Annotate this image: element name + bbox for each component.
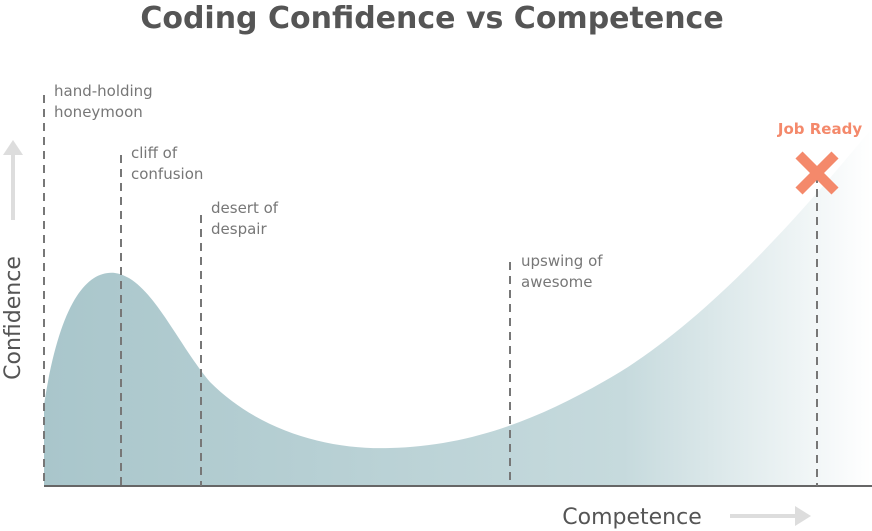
marker-label: Job Ready [777,120,862,138]
phase-label: upswing of awesome [521,252,603,291]
phase-label: desert of despair [211,199,279,238]
y-arrow-head [3,140,23,155]
x-arrow-head [795,506,811,526]
y-axis-label: Confidence [1,256,26,380]
title: Coding Confidence vs Competence [140,1,723,36]
curve-area [44,128,872,486]
marker-x [795,151,839,195]
x-axis-label: Competence [562,505,702,530]
phase-label: hand-holding honeymoon [54,82,153,121]
phase-label: cliff of confusion [131,144,203,183]
